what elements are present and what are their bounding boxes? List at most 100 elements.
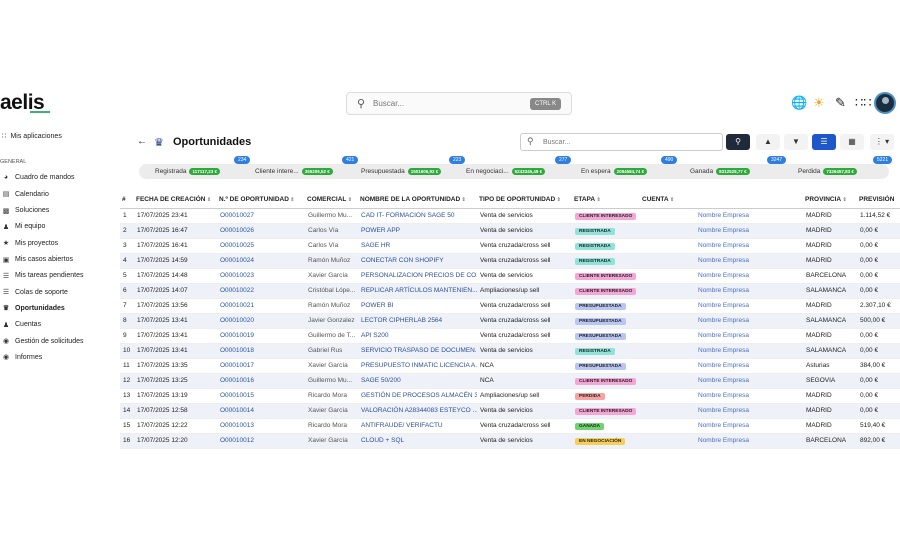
- global-search[interactable]: ⚲ Buscar... CTRL K: [346, 92, 572, 115]
- cell-account[interactable]: Nombre Empresa: [640, 328, 803, 344]
- cell-opportunity-number[interactable]: O00010017: [217, 358, 305, 374]
- filter-button[interactable]: ▼: [784, 134, 808, 150]
- cell-opportunity-number[interactable]: O00010016: [217, 373, 305, 389]
- cell-account[interactable]: Nombre Empresa: [640, 238, 803, 254]
- kanban-view-button[interactable]: ▦: [840, 134, 864, 150]
- cell-opportunity-number[interactable]: O00010025: [217, 238, 305, 254]
- back-arrow-icon[interactable]: ←: [137, 136, 147, 147]
- more-options-button[interactable]: ⋮ ▾: [870, 134, 894, 150]
- cell-account[interactable]: Nombre Empresa: [640, 268, 803, 284]
- cell-opportunity-number[interactable]: O00010019: [217, 328, 305, 344]
- sort-icon[interactable]: ⇕: [205, 197, 212, 204]
- column-header[interactable]: #: [120, 192, 134, 209]
- sort-icon[interactable]: ⇕: [668, 197, 675, 204]
- sidebar-apps[interactable]: ∷ Mis aplicaciones: [2, 132, 62, 141]
- column-header[interactable]: N.º DE OPORTUNIDAD ⇕: [217, 192, 305, 209]
- stage-filter[interactable]: En espera 2084584,74 €: [581, 164, 648, 179]
- cell-account[interactable]: Nombre Empresa: [640, 283, 803, 299]
- table-row[interactable]: 9 17/07/2025 13:41 O00010019 Guillermo de T…: [120, 328, 900, 344]
- cell-opportunity-number[interactable]: O00010014: [217, 403, 305, 419]
- cell-opportunity-number[interactable]: O00010022: [217, 283, 305, 299]
- cell-account[interactable]: Nombre Empresa: [640, 208, 803, 224]
- cell-opportunity-number[interactable]: O00010021: [217, 298, 305, 314]
- table-row[interactable]: 4 17/07/2025 14:59 O00010024 Ramón Muñoz CON…: [120, 253, 900, 269]
- cell-account[interactable]: Nombre Empresa: [640, 298, 803, 314]
- column-header[interactable]: ETAPA ⇕: [572, 192, 640, 209]
- sort-icon[interactable]: ⇕: [841, 197, 847, 204]
- cell-account[interactable]: Nombre Empresa: [640, 313, 803, 329]
- sidebar-item-mis-tareas-pendientes[interactable]: ☰ Mis tareas pendientes: [2, 272, 84, 280]
- sidebar-item-cuadro-de-mandos[interactable]: ◕ Cuadro de mandos: [2, 174, 75, 181]
- cell-account[interactable]: Nombre Empresa: [640, 388, 803, 404]
- column-header[interactable]: FECHA DE CREACIÓN ⇕: [134, 192, 217, 209]
- cell-account[interactable]: Nombre Empresa: [640, 358, 803, 374]
- cell-account[interactable]: Nombre Empresa: [640, 253, 803, 269]
- cell-opportunity-number[interactable]: O00010020: [217, 313, 305, 329]
- sort-icon[interactable]: ⇕: [288, 197, 295, 204]
- cell-opportunity-number[interactable]: O00010013: [217, 418, 305, 434]
- sun-icon[interactable]: ☀: [813, 95, 825, 110]
- table-row[interactable]: 14 17/07/2025 12:58 O00010014 Xavier García…: [120, 403, 900, 419]
- cell-opportunity-number[interactable]: O00010026: [217, 223, 305, 239]
- cell-opportunity-number[interactable]: O00010027: [217, 208, 305, 224]
- grid-icon[interactable]: ∷∷: [855, 95, 872, 110]
- table-row[interactable]: 15 17/07/2025 12:22 O00010013 Ricardo Mora A…: [120, 418, 900, 434]
- sidebar-item-mis-casos-abiertos[interactable]: ▣ Mis casos abiertos: [2, 256, 73, 264]
- stage-filter[interactable]: Ganada 8312528,77 €: [690, 164, 750, 179]
- cell-account[interactable]: Nombre Empresa: [640, 403, 803, 419]
- app-logo[interactable]: aelis: [0, 91, 45, 114]
- table-row[interactable]: 12 17/07/2025 13:25 O00010016 Guillermo Mu.…: [120, 373, 900, 389]
- stage-filter[interactable]: Presupuestada 1501606,92 €: [361, 164, 442, 179]
- globe-icon[interactable]: 🌐: [791, 95, 808, 110]
- column-header[interactable]: TIPO DE OPORTUNIDAD ⇕: [477, 192, 572, 209]
- edit-icon[interactable]: ✎: [835, 95, 846, 110]
- stage-filter[interactable]: Perdida 7326457,83 €: [798, 164, 857, 179]
- cell-account[interactable]: Nombre Empresa: [640, 223, 803, 239]
- stage-filter[interactable]: En negociaci... 5243345,49 €: [466, 164, 546, 179]
- cell-account[interactable]: Nombre Empresa: [640, 343, 803, 359]
- table-row[interactable]: 6 17/07/2025 14:07 O00010022 Cristóbal Lópe…: [120, 283, 900, 299]
- sort-icon[interactable]: ⇕: [555, 197, 561, 204]
- sidebar-item-mis-proyectos[interactable]: ★ Mis proyectos: [2, 239, 58, 248]
- cell-opportunity-number[interactable]: O00010018: [217, 343, 305, 359]
- sidebar-item-cuentas[interactable]: ♟ Cuentas: [2, 321, 41, 329]
- table-row[interactable]: 10 17/07/2025 13:41 O00010018 Gabriel Rus SE…: [120, 343, 900, 359]
- table-row[interactable]: 5 17/07/2025 14:48 O00010023 Xavier García P…: [120, 268, 900, 284]
- sidebar-item-informes[interactable]: ◉ Informes: [2, 353, 42, 362]
- stage-filter[interactable]: Cliente intere... 355206,52 €: [255, 164, 333, 179]
- table-row[interactable]: 7 17/07/2025 13:56 O00010021 Ramón Muñoz POW…: [120, 298, 900, 314]
- table-row[interactable]: 8 17/07/2025 13:41 O00010020 Javier Gonzale…: [120, 313, 900, 329]
- sort-icon[interactable]: ⇕: [460, 197, 466, 204]
- column-header[interactable]: PROVINCIA ⇕: [803, 192, 857, 209]
- sidebar-item-calendario[interactable]: ▤ Calendario: [2, 190, 49, 199]
- sort-icon[interactable]: ⇕: [595, 197, 601, 204]
- cell-account[interactable]: Nombre Empresa: [640, 433, 803, 449]
- cell-opportunity-number[interactable]: O00010015: [217, 388, 305, 404]
- column-header[interactable]: CUENTA ⇕: [640, 192, 803, 209]
- table-row[interactable]: 11 17/07/2025 13:35 O00010017 Xavier García…: [120, 358, 900, 374]
- cell-opportunity-number[interactable]: O00010024: [217, 253, 305, 269]
- table-row[interactable]: 16 17/07/2025 12:20 O00010012 Xavier García…: [120, 433, 900, 449]
- table-row[interactable]: 13 17/07/2025 13:19 O00010015 Ricardo Mora G…: [120, 388, 900, 404]
- sidebar-item-mi-equipo[interactable]: ♟ Mi equipo: [2, 223, 46, 231]
- list-search[interactable]: ⚲ Buscar...: [520, 133, 723, 151]
- sidebar-item-oportunidades[interactable]: ♛ Oportunidades: [2, 304, 65, 313]
- cell-opportunity-number[interactable]: O00010012: [217, 433, 305, 449]
- sidebar-item-colas-de-soporte[interactable]: ☰ Colas de soporte: [2, 288, 68, 297]
- cell-account[interactable]: Nombre Empresa: [640, 418, 803, 434]
- user-avatar[interactable]: [874, 92, 896, 114]
- table-row[interactable]: 2 17/07/2025 16:47 O00010026 Carlos Vía POWE…: [120, 223, 900, 239]
- table-row[interactable]: 1 17/07/2025 23:41 O00010027 Guillermo Mu..…: [120, 208, 900, 224]
- table-row[interactable]: 3 17/07/2025 16:41 O00010025 Carlos Vía SAGE…: [120, 238, 900, 254]
- cell-account[interactable]: Nombre Empresa: [640, 373, 803, 389]
- search-button[interactable]: ⚲: [726, 134, 750, 150]
- eraser-button[interactable]: ▲: [756, 134, 780, 150]
- sort-icon[interactable]: ⇕: [346, 197, 352, 204]
- stage-filter[interactable]: Registrada 117117,23 €: [155, 164, 220, 179]
- sidebar-item-gestión-de-solicitudes[interactable]: ◉ Gestión de solicitudes: [2, 337, 84, 346]
- column-header[interactable]: COMERCIAL ⇕: [305, 192, 358, 209]
- sidebar-item-soluciones[interactable]: ▩ Soluciones: [2, 207, 50, 215]
- cell-opportunity-number[interactable]: O00010023: [217, 268, 305, 284]
- column-header[interactable]: NOMBRE DE LA OPORTUNIDAD ⇕: [358, 192, 477, 209]
- column-header[interactable]: PREVISIÓN: [857, 192, 900, 209]
